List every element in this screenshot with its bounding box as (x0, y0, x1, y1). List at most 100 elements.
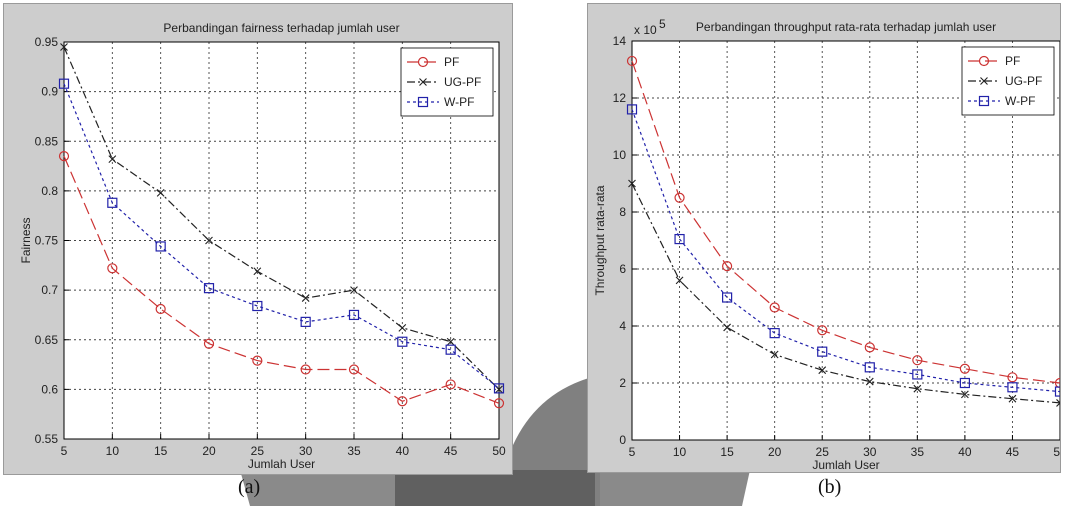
data-point (769, 328, 780, 339)
data-point (864, 362, 875, 373)
data-point (626, 55, 638, 67)
x-tick-label: 5 (61, 444, 68, 458)
data-point (626, 104, 638, 115)
data-point (253, 267, 262, 276)
legend-label: PF (1005, 54, 1020, 68)
y-axis-label: Fairness (19, 217, 33, 263)
legend-label: PF (444, 55, 459, 69)
data-point (445, 344, 456, 355)
data-point (300, 364, 311, 375)
series-line (63, 83, 500, 389)
x-axis-label: Jumlah User (812, 458, 879, 472)
data-point (252, 300, 263, 312)
legend-marker (978, 95, 990, 107)
data-point (493, 398, 505, 409)
data-point (961, 390, 969, 399)
data-point (156, 188, 165, 197)
y-tick-label: 2 (619, 376, 626, 390)
caption-b: (b) (818, 476, 842, 498)
data-point (912, 355, 923, 366)
data-point (205, 236, 213, 245)
data-point (397, 336, 408, 347)
y-tick-label: 12 (613, 91, 627, 105)
x-tick-label: 50 (492, 444, 506, 458)
y-exponent-power: 5 (659, 17, 666, 31)
x-tick-label: 25 (816, 445, 830, 459)
data-point (398, 323, 407, 332)
figure-panel-b: 5 10 15 20 25 30 35 40 45 50 0 2 4 6 8 10 12 14 Perbanding… (587, 3, 1061, 473)
series-line (631, 183, 1060, 404)
data-point (155, 241, 166, 252)
x-tick-label: 20 (768, 445, 782, 459)
x-tick-label: 35 (347, 444, 361, 458)
data-point (913, 384, 922, 393)
data-point (818, 366, 827, 375)
data-point (493, 383, 505, 394)
x-axis-label: Jumlah User (248, 457, 315, 471)
data-point (817, 325, 828, 336)
y-tick-label: 0.9 (41, 85, 58, 99)
fairness-chart: 5 10 15 20 25 30 35 40 45 50 0.55 0.6 0.65 0.7 0.75 0.8… (19, 21, 506, 471)
data-point (1054, 377, 1060, 389)
y-tick-label: 0.95 (35, 35, 59, 49)
data-point (107, 263, 118, 274)
y-tick-label: 0.65 (35, 333, 59, 347)
x-tick-label: 15 (154, 444, 168, 458)
data-point (674, 192, 685, 203)
data-point (912, 369, 923, 380)
y-tick-label: 0.75 (35, 234, 59, 248)
data-point (675, 276, 684, 285)
legend: PF UG-PF W-PF (400, 47, 494, 117)
x-tick-label: 45 (1006, 445, 1020, 459)
series-w-pf (58, 78, 505, 394)
series-ug-pf (60, 43, 503, 394)
data-point (107, 197, 118, 208)
data-point (348, 364, 360, 375)
y-tick-label: 0.8 (41, 184, 58, 198)
y-tick-label: 4 (619, 319, 626, 333)
legend-marker (419, 78, 427, 86)
data-point (770, 350, 779, 359)
x-tick-label: 5 (629, 445, 636, 459)
legend-marker (417, 96, 429, 108)
data-point (60, 43, 68, 51)
x-tick-label: 30 (299, 444, 313, 458)
data-point (1008, 394, 1017, 403)
legend-label: W-PF (1005, 94, 1035, 108)
plot-frame (63, 41, 500, 440)
x-tick-label: 15 (720, 445, 734, 459)
x-tick-label: 10 (673, 445, 687, 459)
y-tick-label: 0.55 (35, 432, 59, 446)
x-tick-label: 20 (202, 444, 216, 458)
y-tick-label: 0.7 (41, 283, 58, 297)
y-tick-label: 6 (619, 262, 626, 276)
figure-panel-a: 5 10 15 20 25 30 35 40 45 50 0.55 0.6 0.65 0.7 0.75 0.8… (3, 3, 513, 475)
x-tick-label: 25 (251, 444, 265, 458)
legend-label: UG-PF (444, 75, 481, 89)
legend-label: W-PF (444, 95, 474, 109)
y-tick-label: 14 (613, 34, 627, 48)
data-point (1007, 372, 1018, 383)
x-tick-label: 40 (958, 445, 972, 459)
y-tick-label: 0 (619, 433, 626, 447)
series-w-pf (626, 104, 1060, 397)
series-pf (58, 151, 505, 409)
data-point (203, 338, 215, 349)
legend-box (400, 47, 494, 117)
data-point (865, 377, 874, 386)
data-point (1007, 382, 1018, 393)
series-line (631, 109, 1060, 393)
data-point (348, 309, 360, 321)
data-point (58, 151, 70, 162)
data-point (722, 261, 733, 272)
x-tick-label: 35 (911, 445, 925, 459)
legend-marker (417, 56, 429, 68)
legend-marker (978, 55, 990, 67)
legend-label: UG-PF (1005, 74, 1042, 88)
data-point (108, 155, 117, 164)
chart-title: Perbandingan fairness terhadap jumlah us… (163, 21, 399, 35)
series-pf (626, 55, 1060, 389)
data-point (350, 286, 358, 295)
data-point (722, 292, 733, 303)
series-line (631, 60, 1060, 384)
